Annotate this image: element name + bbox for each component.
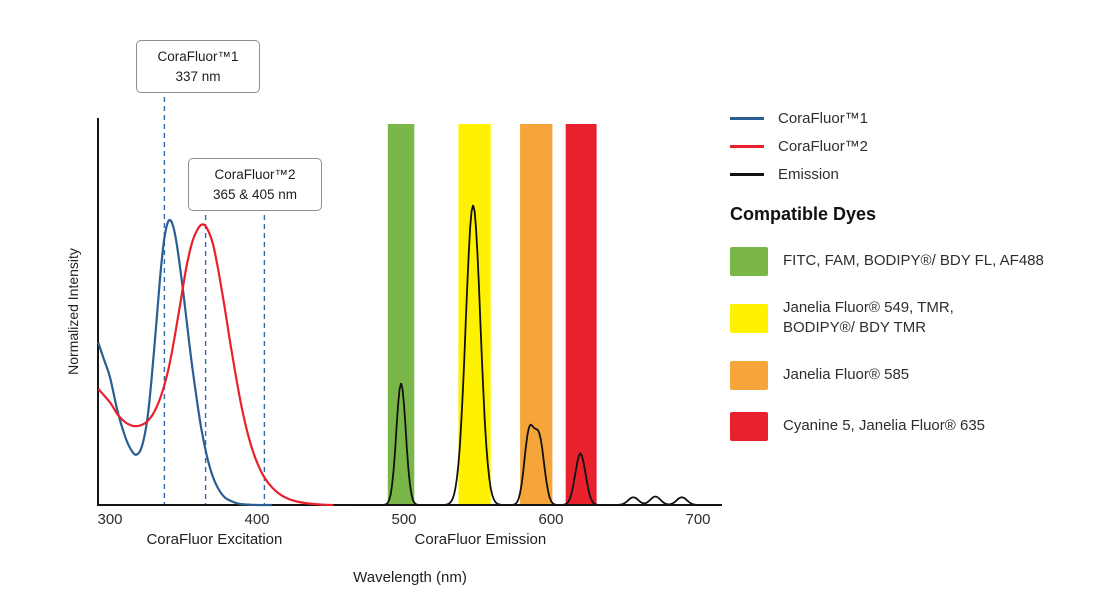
excitation-curve-corafluor2 xyxy=(97,223,334,507)
dye-label-jf585: Janelia Fluor® 585 xyxy=(783,365,910,383)
legend-item-emission: Emission xyxy=(730,160,1102,188)
legend-label-emission: Emission xyxy=(778,165,839,183)
axis-section-label-2: CoraFluor Emission xyxy=(415,531,547,548)
red-dye-swatch xyxy=(730,411,768,441)
callout-corafluor2: CoraFluor™2 365 & 405 nm xyxy=(188,158,322,212)
callout-corafluor2-value: 365 & 405 nm xyxy=(212,186,298,202)
green-dye-swatch xyxy=(730,247,768,276)
axis-section-label-1: CoraFluor Excitation xyxy=(146,531,282,548)
x-tick-label-300: 300 xyxy=(97,511,122,528)
x-axis-title: Wavelength (nm) xyxy=(353,569,467,586)
legend-panel: CoraFluor™1 CoraFluor™2 Emission Compati… xyxy=(730,104,1102,441)
corafluor1-line-swatch xyxy=(730,116,764,120)
legend-label-corafluor1: CoraFluor™1 xyxy=(778,109,869,127)
filter-band-1 xyxy=(387,124,415,504)
orange-dye-swatch xyxy=(730,360,768,390)
dye-item-jf549: Janelia Fluor® 549, TMR, BODIPY®/ BDY TM… xyxy=(730,298,1102,339)
dye-label-jf549: Janelia Fluor® 549, TMR, BODIPY®/ BDY TM… xyxy=(783,299,954,337)
legend-label-corafluor2: CoraFluor™2 xyxy=(778,137,869,155)
corafluor2-line-swatch xyxy=(730,144,764,148)
filter-band-4 xyxy=(565,124,597,504)
compatible-dyes-title: Compatible Dyes xyxy=(730,204,877,224)
dye-item-cy5: Cyanine 5, Janelia Fluor® 635 xyxy=(730,411,1102,441)
x-tick-label-700: 700 xyxy=(685,511,710,528)
emission-line-swatch xyxy=(730,172,764,176)
legend-item-corafluor1: CoraFluor™1 xyxy=(730,104,1102,132)
callout-corafluor2-title: CoraFluor™2 xyxy=(214,167,296,182)
excitation-curve-corafluor1 xyxy=(97,218,272,507)
emission-curve xyxy=(357,204,719,506)
callout-corafluor1: CoraFluor™1 337 nm xyxy=(136,40,260,94)
dye-label-cy5: Cyanine 5, Janelia Fluor® 635 xyxy=(783,416,986,434)
dye-label-fitc: FITC, FAM, BODIPY®/ BDY FL, AF488 xyxy=(783,252,1044,270)
x-tick-label-500: 500 xyxy=(391,511,416,528)
filter-band-3 xyxy=(520,124,553,504)
yellow-dye-swatch xyxy=(730,303,768,333)
x-tick-label-600: 600 xyxy=(538,511,563,528)
x-tick-label-400: 400 xyxy=(244,511,269,528)
legend-item-corafluor2: CoraFluor™2 xyxy=(730,132,1102,160)
callout-corafluor1-title: CoraFluor™1 xyxy=(157,49,239,64)
dye-item-jf585: Janelia Fluor® 585 xyxy=(730,360,1102,390)
callout-corafluor1-value: 337 nm xyxy=(175,68,221,84)
y-axis-title: Normalized Intensity xyxy=(65,248,81,375)
dye-item-fitc: FITC, FAM, BODIPY®/ BDY FL, AF488 xyxy=(730,247,1102,276)
